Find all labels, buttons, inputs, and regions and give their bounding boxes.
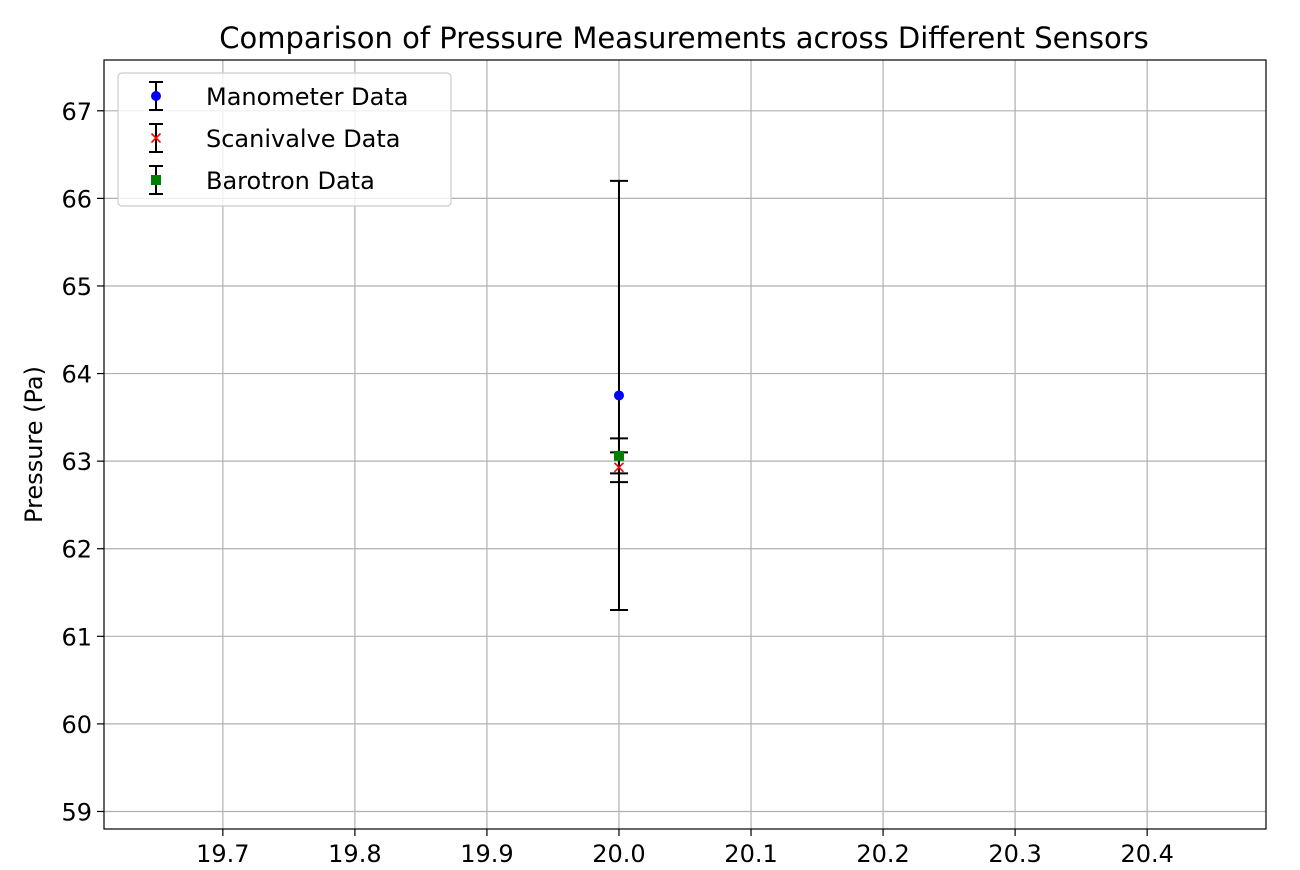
x-tick-label: 20.4	[1120, 840, 1173, 868]
markers-scanivalve-data	[613, 462, 625, 473]
legend-label: Barotron Data	[206, 167, 375, 195]
y-tick-label: 59	[61, 798, 92, 826]
legend-item: Manometer Data	[149, 81, 408, 111]
plot-area-frame	[103, 59, 1267, 830]
x-axis: 19.7 19.8 19.9 20.0 20.1 20.2 20.3 20.4	[196, 829, 1174, 868]
y-tick-label: 66	[61, 185, 92, 213]
y-tick-label: 65	[61, 273, 92, 301]
x-tick-label: 20.0	[592, 840, 645, 868]
legend-label: Scanivalve Data	[206, 125, 401, 153]
markers-manometer-data	[613, 390, 624, 401]
chart-title: Comparison of Pressure Measurements acro…	[219, 21, 1149, 55]
y-axis-label: Pressure (Pa)	[20, 366, 48, 523]
data-point	[613, 390, 624, 401]
legend-label: Manometer Data	[206, 83, 408, 111]
data-point	[613, 462, 625, 473]
legend-item: Barotron Data	[149, 165, 375, 195]
y-tick-label: 63	[61, 448, 92, 476]
y-tick-label: 64	[61, 361, 92, 389]
legend: Manometer Data Scanivalve Data Barotron Da…	[117, 72, 452, 207]
y-axis: 59 60 61 62 63 64 65 66 67	[61, 98, 104, 826]
x-tick-label: 20.3	[988, 840, 1041, 868]
legend-marker	[151, 175, 161, 185]
legend-box	[117, 72, 452, 207]
y-tick-label: 60	[61, 711, 92, 739]
y-tick-label: 67	[61, 98, 92, 126]
x-tick-label: 19.9	[460, 840, 513, 868]
x-tick-label: 20.2	[856, 840, 909, 868]
y-tick-label: 61	[61, 623, 92, 651]
x-tick-label: 19.8	[328, 840, 381, 868]
legend-item: Scanivalve Data	[149, 123, 401, 153]
x-tick-label: 19.7	[196, 840, 249, 868]
series-layer	[609, 179, 628, 612]
legend-marker	[151, 91, 161, 101]
y-tick-label: 62	[61, 536, 92, 564]
x-tick-label: 20.1	[724, 840, 777, 868]
grid	[104, 60, 1266, 829]
markers-barotron-data	[613, 450, 624, 461]
legend-marker	[150, 132, 162, 144]
data-point	[613, 450, 624, 461]
